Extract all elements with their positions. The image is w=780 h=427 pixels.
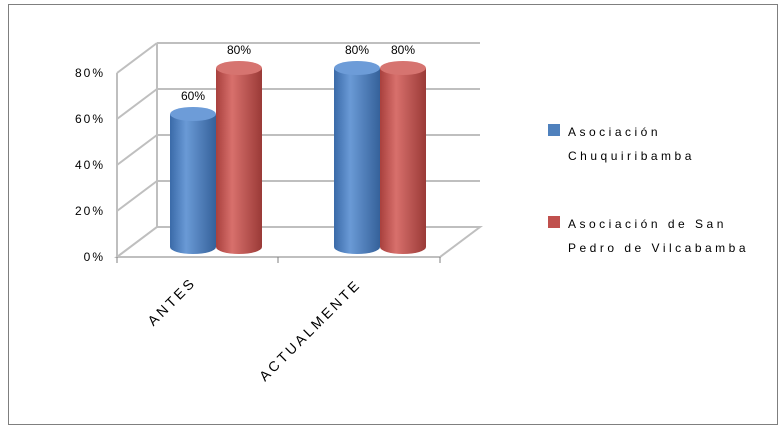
bar-top [334, 61, 380, 75]
bars-layer [170, 61, 426, 254]
side-gridline-4 [116, 42, 158, 74]
bar-body [380, 68, 426, 247]
bar-base [216, 240, 262, 254]
data-label-antes-series-1: 60% [181, 89, 205, 103]
bar-top [380, 61, 426, 75]
y-tick-label-2: 40% [75, 158, 105, 172]
bar-base [170, 240, 216, 254]
bar-base [380, 240, 426, 254]
bar-actualmente-series-1 [334, 61, 380, 254]
legend: Asociación Chuquiribamba Asociación de S… [548, 120, 773, 304]
y-tick-label-0: 0% [84, 250, 105, 264]
bar-antes-series-2 [216, 61, 262, 254]
bar-body [216, 68, 262, 247]
bar-base [334, 240, 380, 254]
legend-item-series-2: Asociación de San Pedro de Vilcabamba [548, 212, 773, 260]
side-gridline-2 [116, 134, 158, 166]
legend-label-series-1: Asociación Chuquiribamba [568, 125, 695, 163]
bar-top [216, 61, 262, 75]
side-gridline-3 [116, 88, 158, 120]
y-tick-label-4: 80% [75, 66, 105, 80]
data-label-actualmente-series-1: 80% [345, 43, 369, 57]
legend-item-series-1: Asociación Chuquiribamba [548, 120, 773, 168]
axis-layer: 0% 20% 40% 60% 80% [75, 66, 441, 264]
legend-label-series-2: Asociación de San Pedro de Vilcabamba [568, 217, 750, 255]
bar-body [170, 114, 216, 247]
bar-top [170, 107, 216, 121]
side-gridline-1 [116, 180, 158, 212]
bar-actualmente-series-2 [380, 61, 426, 254]
legend-swatch-blue [548, 124, 560, 136]
legend-swatch-red [548, 216, 560, 228]
data-label-actualmente-series-2: 80% [391, 43, 415, 57]
data-label-antes-series-2: 80% [227, 43, 251, 57]
y-tick-label-3: 60% [75, 112, 105, 126]
y-tick-label-1: 20% [75, 204, 105, 218]
bar-antes-series-1 [170, 107, 216, 254]
x-category-label-1: ACTUALMENTE [256, 276, 364, 384]
bar-body [334, 68, 380, 247]
x-category-label-0: ANTES [144, 274, 199, 329]
